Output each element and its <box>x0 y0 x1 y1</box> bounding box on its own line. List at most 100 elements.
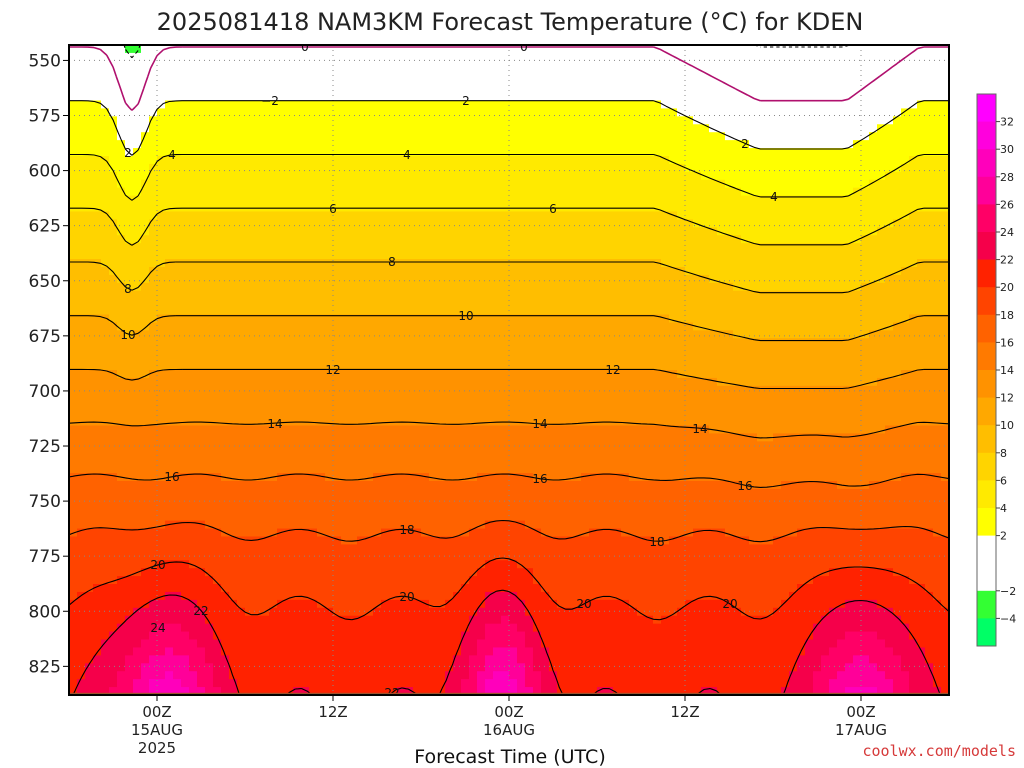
field-cell <box>229 607 238 617</box>
field-cell <box>437 449 446 458</box>
field-cell <box>109 124 118 133</box>
field-cell <box>197 655 206 664</box>
field-cell <box>261 84 270 94</box>
field-cell <box>229 591 238 601</box>
field-cell <box>453 195 462 205</box>
field-cell <box>365 195 374 205</box>
field-cell <box>253 108 262 117</box>
field-cell <box>109 473 118 482</box>
field-cell <box>309 528 318 538</box>
field-cell <box>549 92 558 102</box>
field-cell <box>229 488 238 498</box>
field-cell <box>341 338 350 347</box>
field-cell <box>253 473 262 482</box>
field-cell <box>541 306 550 316</box>
field-cell <box>237 449 246 458</box>
field-cell <box>77 671 86 680</box>
field-cell <box>541 92 550 102</box>
field-cell <box>421 338 430 347</box>
field-cell <box>437 504 446 514</box>
field-cell <box>189 338 198 347</box>
field-cell <box>109 496 118 506</box>
field-cell <box>357 132 366 141</box>
field-cell <box>229 362 238 371</box>
field-cell <box>213 457 222 466</box>
field-cell <box>253 544 262 553</box>
field-cell <box>293 528 302 538</box>
field-cell <box>397 155 406 165</box>
field-cell <box>245 425 254 435</box>
field-cell <box>317 655 326 664</box>
field-cell <box>309 330 318 339</box>
field-cell <box>477 195 486 205</box>
field-cell <box>285 124 294 133</box>
field-cell <box>501 282 510 292</box>
field-cell <box>261 441 270 450</box>
field-cell <box>93 203 102 213</box>
field-cell <box>413 370 422 379</box>
field-cell <box>341 163 350 173</box>
field-cell <box>213 409 222 419</box>
field-cell <box>277 108 286 117</box>
field-cell <box>69 377 78 387</box>
field-cell <box>365 576 374 585</box>
field-cell <box>365 599 374 609</box>
field-cell <box>229 132 238 141</box>
field-cell <box>133 148 142 157</box>
field-cell <box>189 623 198 633</box>
field-cell <box>181 314 190 324</box>
field-cell <box>85 615 94 625</box>
field-cell <box>109 560 118 569</box>
field-cell <box>109 512 118 522</box>
field-cell <box>221 687 230 695</box>
field-cell <box>429 100 438 110</box>
field-cell <box>493 155 502 165</box>
field-cell <box>237 655 246 664</box>
field-cell <box>421 528 430 538</box>
field-cell <box>293 623 302 633</box>
field-cell <box>541 370 550 379</box>
field-cell <box>197 140 206 149</box>
field-cell <box>365 346 374 355</box>
field-cell <box>485 528 494 538</box>
field-cell <box>317 84 326 94</box>
field-cell <box>453 377 462 387</box>
field-cell <box>85 116 94 125</box>
field-cell <box>381 655 390 664</box>
field-cell <box>373 52 382 62</box>
field-cell <box>181 100 190 110</box>
field-cell <box>517 607 526 617</box>
field-cell <box>373 171 382 181</box>
field-cell <box>373 346 382 355</box>
field-cell <box>445 615 454 625</box>
field-cell <box>509 187 518 197</box>
field-cell <box>85 274 94 284</box>
field-cell <box>237 536 246 545</box>
field-cell <box>213 45 222 54</box>
field-cell <box>349 417 358 427</box>
field-cell <box>277 504 286 514</box>
field-cell <box>397 480 406 490</box>
field-cell <box>333 219 342 228</box>
field-cell <box>373 370 382 379</box>
field-cell <box>85 171 94 181</box>
field-cell <box>293 179 302 189</box>
field-cell <box>197 449 206 458</box>
field-cell <box>365 568 374 577</box>
field-cell <box>461 314 470 324</box>
field-cell <box>109 330 118 339</box>
field-cell <box>189 108 198 117</box>
field-cell <box>533 306 542 316</box>
field-cell <box>229 235 238 244</box>
field-cell <box>325 68 334 78</box>
field-cell <box>221 235 230 244</box>
field-cell <box>125 235 134 244</box>
field-cell <box>373 124 382 133</box>
field-cell <box>181 163 190 173</box>
field-cell <box>437 116 446 125</box>
field-cell <box>181 639 190 649</box>
field-cell <box>533 409 542 419</box>
field-cell <box>429 488 438 498</box>
field-cell <box>245 171 254 181</box>
field-cell <box>477 576 486 585</box>
